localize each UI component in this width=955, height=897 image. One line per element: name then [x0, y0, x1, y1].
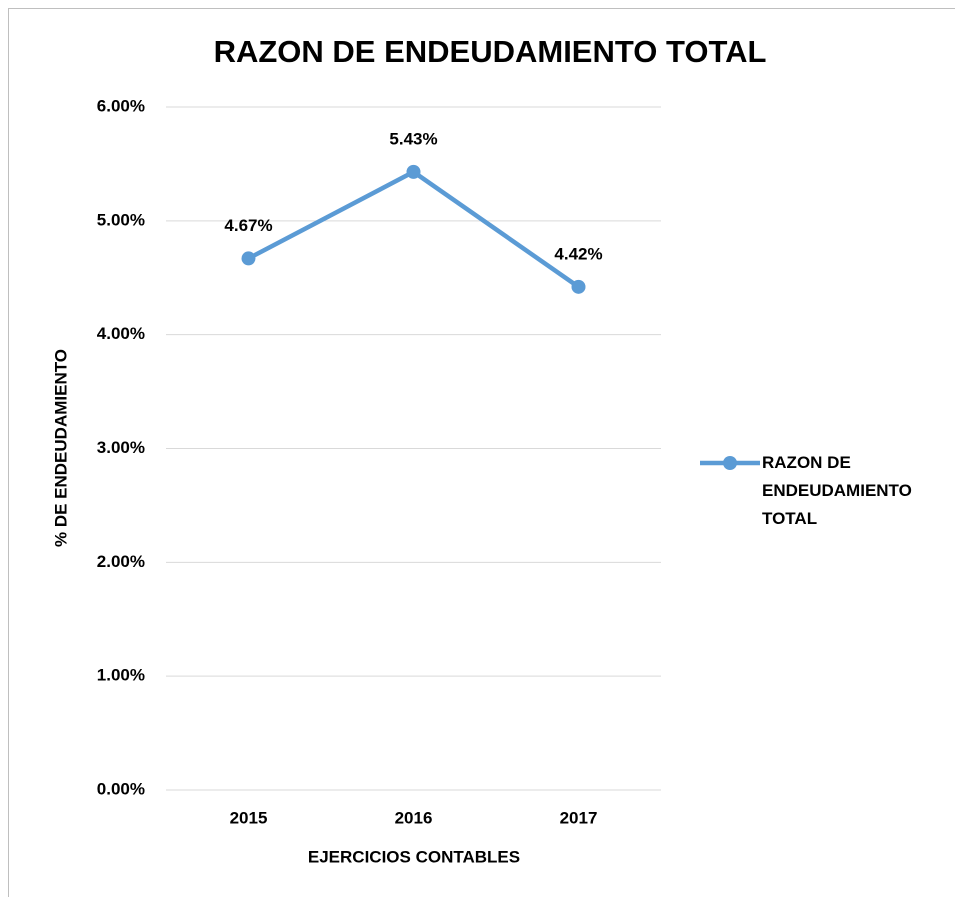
x-tick-label: 2016 [395, 808, 433, 827]
y-tick-label: 2.00% [97, 552, 145, 571]
chart-border [8, 8, 955, 897]
x-tick-label: 2017 [560, 808, 598, 827]
data-label: 4.42% [554, 244, 602, 263]
chart-title: RAZON DE ENDEUDAMIENTO TOTAL [214, 34, 767, 69]
data-point [241, 251, 256, 266]
data-line [247, 169, 580, 289]
y-tick-label: 3.00% [97, 438, 145, 457]
data-point [571, 279, 586, 294]
data-label: 5.43% [389, 129, 437, 148]
y-tick-label: 4.00% [97, 324, 145, 343]
data-label: 4.67% [224, 216, 272, 235]
x-axis-title: EJERCICIOS CONTABLES [308, 847, 520, 866]
y-tick-label: 5.00% [97, 210, 145, 229]
y-tick-label: 6.00% [97, 96, 145, 115]
y-tick-label: 0.00% [97, 779, 145, 798]
legend-marker [723, 456, 737, 470]
y-tick-label: 1.00% [97, 666, 145, 685]
data-point [406, 164, 421, 179]
x-tick-label: 2015 [230, 808, 268, 827]
y-axis-title: % DE ENDEUDAMIENTO [51, 349, 70, 547]
legend-label: RAZON DE ENDEUDAMIENTO TOTAL [762, 453, 912, 528]
